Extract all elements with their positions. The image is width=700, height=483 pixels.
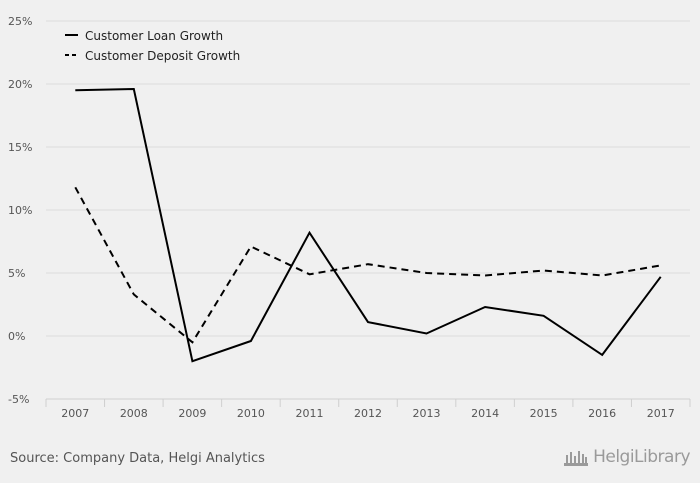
legend-label: Customer Deposit Growth (85, 49, 240, 63)
source-note: Source: Company Data, Helgi Analytics (10, 451, 265, 466)
x-tick-label: 2016 (588, 407, 616, 420)
y-tick-label: 20% (8, 78, 32, 91)
legend-label: Customer Loan Growth (85, 29, 223, 43)
chart-area: -5% 0% 5% 10% 15% 20% 25% 2007 2008 2009 2010 2011 2… (8, 15, 691, 420)
x-tick-label: 2015 (530, 407, 558, 420)
y-tick-label: 0% (8, 330, 25, 343)
x-tick-label: 2008 (120, 407, 148, 420)
brand-name: HelgiLibrary (593, 447, 690, 467)
x-tick-label: 2014 (471, 407, 499, 420)
x-tick-label: 2007 (61, 407, 89, 420)
y-tick-label: -5% (8, 393, 29, 406)
x-tick-label: 2011 (295, 407, 323, 420)
y-tick-label: 5% (8, 267, 25, 280)
y-tick-label: 10% (8, 204, 32, 217)
x-tick-label: 2009 (178, 407, 206, 420)
x-tick-label: 2012 (354, 407, 382, 420)
y-tick-label: 15% (8, 141, 32, 154)
x-tick-label: 2010 (237, 407, 265, 420)
library-building-icon (564, 451, 589, 466)
y-tick-label: 25% (8, 15, 32, 28)
x-tick-label: 2013 (413, 407, 441, 420)
series-line-deposit-growth (74, 186, 661, 344)
brand-logo: HelgiLibrary (563, 447, 690, 467)
x-tick-label: 2017 (647, 407, 675, 420)
series-line-loan-growth (75, 87, 662, 363)
line-chart: -5% 0% 5% 10% 15% 20% 25% 2007 2008 2009 2010 2011 2… (8, 15, 691, 420)
